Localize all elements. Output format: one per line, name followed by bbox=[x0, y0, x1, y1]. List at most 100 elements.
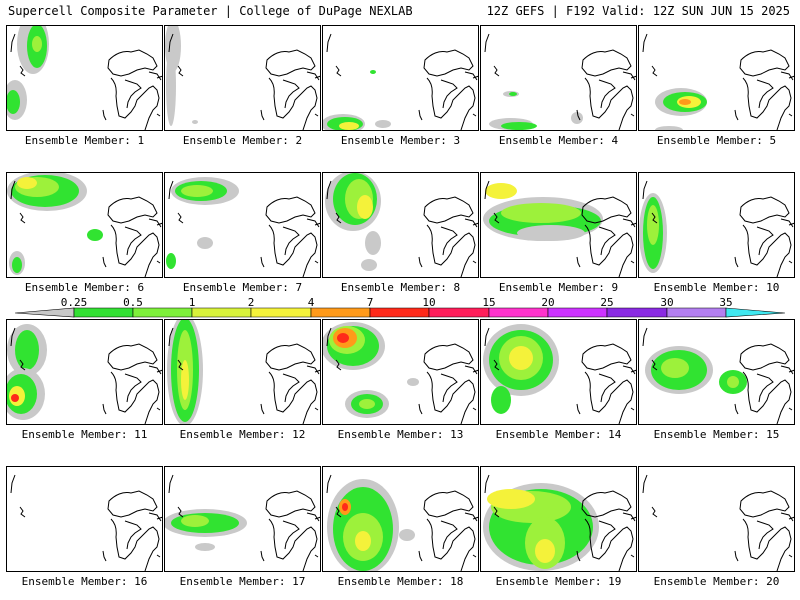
coastline-outline bbox=[19, 212, 26, 224]
coastline-outline bbox=[314, 113, 319, 117]
scp-contour-gray bbox=[195, 543, 215, 551]
coastline-outline bbox=[260, 403, 265, 415]
coastline-outline bbox=[756, 520, 774, 550]
scp-field-map bbox=[642, 327, 794, 424]
scp-field-map bbox=[165, 474, 320, 571]
coastline-outline bbox=[598, 226, 616, 256]
scp-contour-gray bbox=[407, 378, 419, 386]
scp-contour-lime bbox=[727, 376, 739, 388]
coastline-outline bbox=[584, 77, 634, 130]
coastline-outline bbox=[734, 403, 739, 415]
coastline-outline bbox=[630, 369, 636, 373]
coastline-outline bbox=[651, 65, 658, 77]
coastline-outline bbox=[423, 343, 474, 371]
coastline-outline bbox=[739, 49, 790, 77]
ensemble-member-label: Ensemble Member: 12 bbox=[179, 428, 306, 441]
coastline-outline bbox=[581, 490, 632, 518]
coastline-outline bbox=[326, 327, 332, 347]
colorbar-segment bbox=[369, 307, 430, 318]
coastline-outline bbox=[107, 49, 158, 77]
scp-contour-yellow bbox=[535, 539, 555, 563]
coastline-outline bbox=[788, 369, 794, 373]
coastline-outline bbox=[418, 403, 423, 415]
scp-contour-green bbox=[509, 92, 517, 96]
scp-contour-yellow bbox=[181, 360, 189, 400]
ensemble-map-panel-17 bbox=[164, 466, 321, 572]
coastline-outline bbox=[584, 224, 634, 277]
valid-time-label: 12Z GEFS | F192 Valid: 12Z SUN JUN 15 20… bbox=[486, 4, 790, 18]
ensemble-map-panel-6 bbox=[6, 172, 163, 278]
coastline-outline bbox=[148, 71, 162, 81]
colorbar-tick-label: 15 bbox=[482, 296, 496, 309]
coastline-outline bbox=[440, 226, 458, 256]
coastline-outline bbox=[306, 218, 320, 228]
coastline-outline bbox=[314, 75, 320, 79]
coastline-outline bbox=[742, 371, 792, 424]
coastline-outline bbox=[10, 180, 16, 200]
scp-contour-gray bbox=[361, 259, 377, 271]
coastline-outline bbox=[788, 260, 793, 264]
ensemble-map-panel-1 bbox=[6, 25, 163, 131]
color-scale-bar bbox=[14, 307, 786, 318]
scp-field-map bbox=[7, 173, 162, 277]
scp-contour-green bbox=[501, 122, 537, 130]
ensemble-member-label: Ensemble Member: 5 bbox=[656, 134, 777, 147]
coastline-outline bbox=[326, 474, 332, 494]
colorbar-segment bbox=[73, 307, 134, 318]
coastline-outline bbox=[788, 75, 794, 79]
coastline-outline bbox=[756, 373, 774, 403]
colorbar-tick-label: 2 bbox=[247, 296, 255, 309]
scp-field-map bbox=[165, 26, 320, 130]
ensemble-map-panel-8 bbox=[322, 172, 479, 278]
coastline-outline bbox=[756, 226, 774, 256]
colorbar-segment bbox=[14, 307, 75, 318]
coastline-outline bbox=[630, 113, 635, 117]
coastline-outline bbox=[314, 369, 320, 373]
coastline-outline bbox=[168, 33, 174, 53]
coastline-outline bbox=[102, 403, 107, 415]
coastline-outline bbox=[622, 218, 636, 228]
coastline-outline bbox=[780, 365, 794, 375]
ensemble-member-label: Ensemble Member: 14 bbox=[495, 428, 622, 441]
ensemble-member-label: Ensemble Member: 1 bbox=[24, 134, 145, 147]
coastline-outline bbox=[282, 226, 300, 256]
coastline-outline bbox=[630, 222, 636, 226]
ensemble-member-label: Ensemble Member: 17 bbox=[179, 575, 306, 588]
scp-contour-yellow bbox=[487, 489, 535, 509]
scp-field-map bbox=[642, 33, 794, 130]
coastline-outline bbox=[282, 79, 300, 109]
coastline-outline bbox=[780, 218, 794, 228]
scp-contour-green bbox=[7, 90, 20, 114]
coastline-outline bbox=[630, 75, 636, 79]
coastline-outline bbox=[19, 359, 26, 371]
coastline-outline bbox=[484, 474, 490, 494]
colorbar-tick-label: 30 bbox=[660, 296, 674, 309]
coastline-outline bbox=[464, 512, 478, 522]
coastline-outline bbox=[260, 256, 265, 268]
coastline-outline bbox=[742, 77, 792, 130]
ensemble-member-label: Ensemble Member: 7 bbox=[182, 281, 303, 294]
coastline-outline bbox=[426, 371, 476, 424]
coastline-outline bbox=[418, 550, 423, 562]
scp-contour-gray bbox=[192, 120, 198, 124]
ensemble-map-panel-13 bbox=[322, 319, 479, 425]
colorbar-segment bbox=[310, 307, 371, 318]
coastline-outline bbox=[576, 109, 581, 121]
coastline-outline bbox=[168, 327, 174, 347]
ensemble-map-panel-14 bbox=[480, 319, 637, 425]
coastline-outline bbox=[335, 65, 342, 77]
coastline-outline bbox=[734, 109, 739, 121]
coastline-outline bbox=[739, 490, 790, 518]
colorbar-tick-label: 10 bbox=[422, 296, 436, 309]
coastline-outline bbox=[19, 506, 26, 518]
scp-contour-lime bbox=[359, 399, 375, 409]
coastline-outline bbox=[472, 260, 477, 264]
scp-contour-gray bbox=[571, 112, 583, 124]
coastline-outline bbox=[426, 77, 476, 130]
scp-contour-gray bbox=[375, 120, 391, 128]
ensemble-member-label: Ensemble Member: 15 bbox=[653, 428, 780, 441]
coastline-outline bbox=[426, 224, 476, 277]
coastline-outline bbox=[19, 65, 26, 77]
scp-contour-green bbox=[12, 257, 22, 273]
ensemble-map-panel-10 bbox=[638, 172, 795, 278]
